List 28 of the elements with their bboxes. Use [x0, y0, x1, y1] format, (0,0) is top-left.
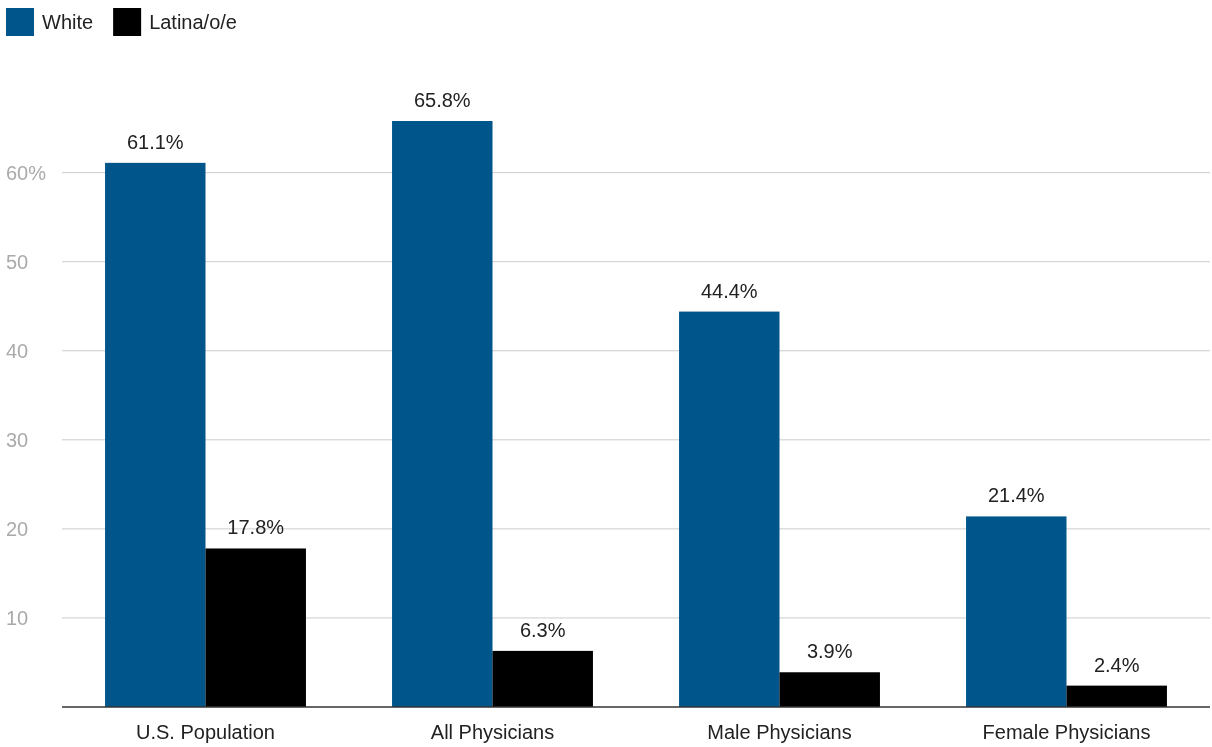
- x-tick-label: All Physicians: [430, 721, 555, 743]
- bar: [779, 672, 880, 707]
- y-tick-label: 50: [6, 250, 29, 273]
- bar: [679, 311, 780, 707]
- bar: [492, 650, 593, 707]
- bar: [105, 162, 206, 707]
- bar: [966, 516, 1067, 707]
- data-label: 44.4%: [700, 279, 758, 302]
- data-label: 6.3%: [519, 618, 566, 641]
- x-tick-label: U.S. Population: [136, 721, 275, 743]
- y-tick-label: 20: [6, 517, 29, 540]
- data-label: 2.4%: [1093, 653, 1140, 676]
- y-tick-label: 40: [6, 339, 29, 362]
- data-label: 21.4%: [987, 484, 1045, 507]
- data-label: 17.8%: [227, 516, 285, 539]
- bar: [392, 121, 493, 707]
- y-tick-label: 30: [6, 428, 29, 451]
- data-label: 61.1%: [126, 130, 184, 153]
- data-label: 3.9%: [806, 640, 853, 663]
- y-tick-label: 60%: [6, 161, 47, 184]
- x-tick-label: Female Physicians: [982, 721, 1151, 743]
- bar: [1066, 685, 1167, 707]
- legend-label: Latina/o/e: [149, 11, 237, 33]
- bar: [205, 548, 306, 707]
- y-tick-label: 10: [6, 606, 29, 629]
- x-tick-label: Male Physicians: [707, 721, 852, 743]
- data-label: 65.8%: [413, 89, 471, 111]
- legend-label: White: [42, 11, 94, 33]
